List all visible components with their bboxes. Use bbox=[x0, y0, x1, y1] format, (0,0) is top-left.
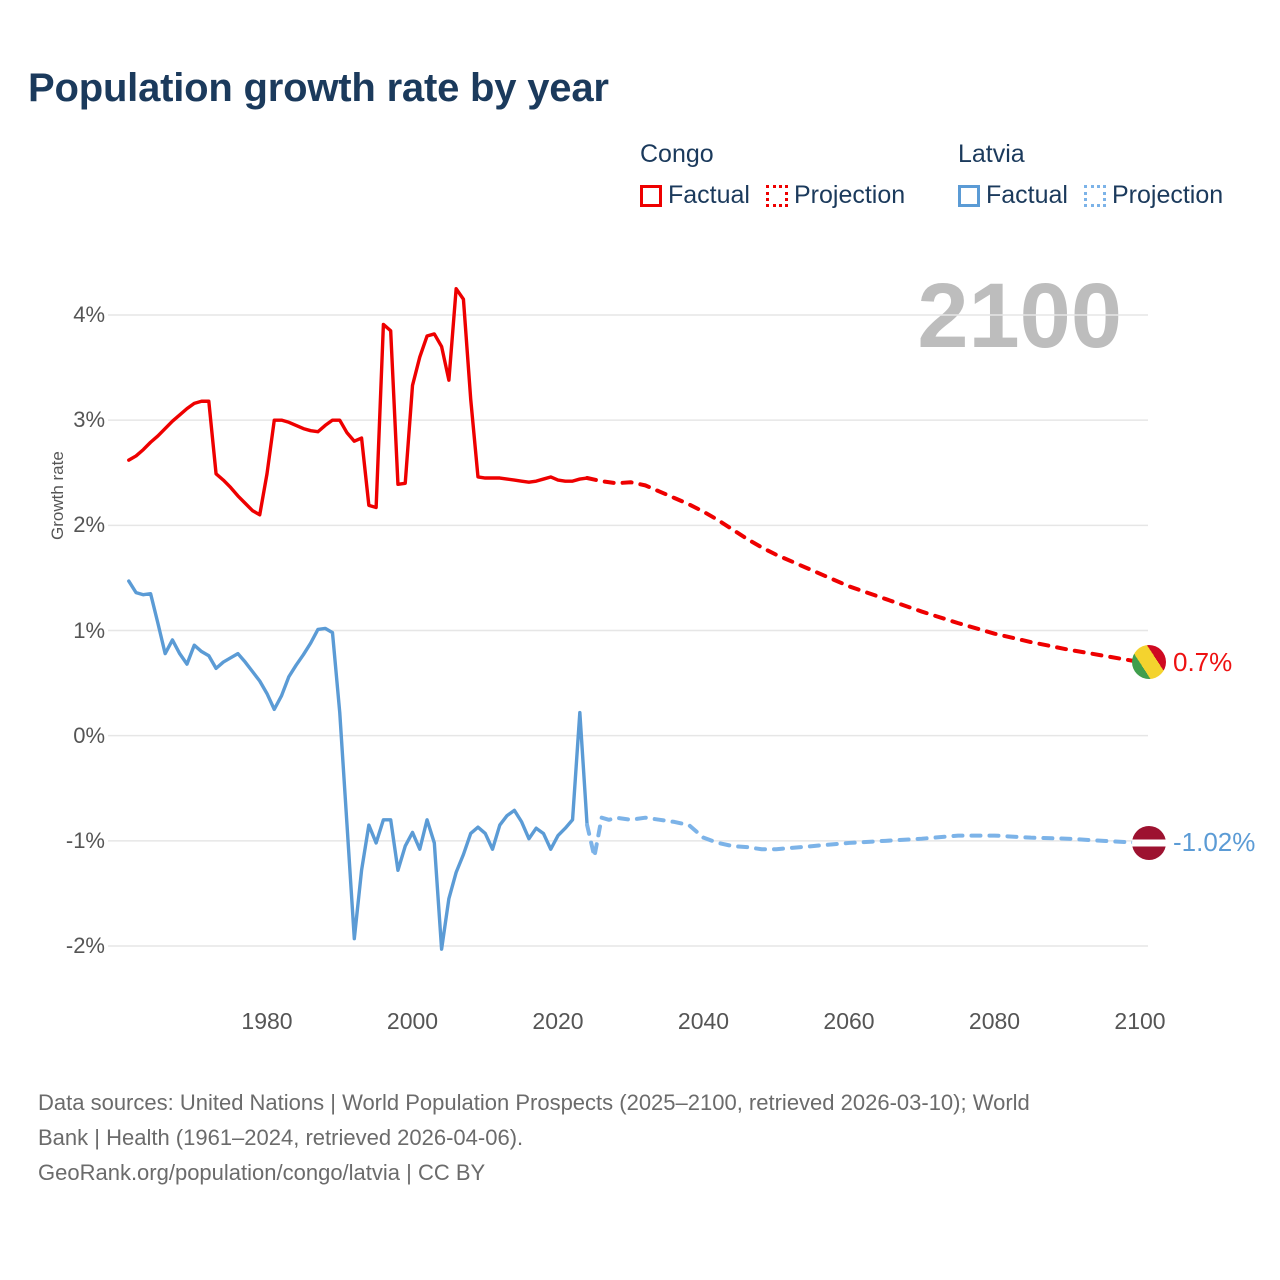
endpoint-value-congo: 0.7% bbox=[1173, 646, 1233, 677]
chart-legend: Congo Factual Projection Latvia Factual bbox=[640, 142, 1250, 222]
series-line bbox=[585, 476, 1142, 665]
x-axis-tick-label: 2060 bbox=[823, 1008, 875, 1034]
series-line bbox=[585, 815, 1142, 859]
dotted-line-swatch-icon bbox=[1083, 184, 1106, 207]
footer-sources: Data sources: United Nations | World Pop… bbox=[38, 1086, 1233, 1189]
year-watermark: 2100 bbox=[917, 265, 1122, 367]
series-line bbox=[127, 579, 589, 951]
dotted-line-swatch-icon bbox=[765, 184, 788, 207]
y-axis-tick-label: -1% bbox=[65, 827, 105, 853]
legend-item-congo-factual[interactable]: Factual bbox=[640, 181, 750, 210]
x-axis-tick-label: 2040 bbox=[677, 1008, 730, 1034]
legend-group-latvia: Latvia Factual Projection bbox=[958, 142, 1223, 210]
y-axis-tick-label: 0% bbox=[73, 722, 105, 748]
y-axis-ticks: 4% 3% 2% 1% 0% -1% -2% bbox=[0, 0, 105, 1280]
y-axis-tick-label: 4% bbox=[73, 302, 105, 327]
latvia-flag-icon bbox=[1132, 825, 1166, 860]
x-axis-tick-label: 1980 bbox=[241, 1008, 293, 1034]
legend-country-latvia: Latvia bbox=[958, 140, 1025, 168]
legend-label-congo-factual: Factual bbox=[668, 181, 750, 209]
series-line bbox=[127, 287, 589, 517]
legend-label-latvia-projection: Projection bbox=[1111, 181, 1224, 209]
legend-item-latvia-projection[interactable]: Projection bbox=[1083, 181, 1224, 210]
congo-flag-icon bbox=[1132, 645, 1166, 680]
legend-label-latvia-factual: Factual bbox=[986, 181, 1068, 209]
page-title: Population growth rate by year bbox=[28, 66, 609, 110]
endpoint-value-latvia: -1.02% bbox=[1173, 827, 1256, 858]
legend-item-congo-projection[interactable]: Projection bbox=[765, 181, 906, 210]
y-axis-tick-label: -2% bbox=[65, 933, 105, 958]
footer-line-3[interactable]: GeoRank.org/population/congo/latvia | CC… bbox=[38, 1160, 486, 1185]
y-axis-tick-label: 3% bbox=[73, 407, 105, 433]
y-axis-tick-label: 1% bbox=[73, 617, 105, 643]
legend-country-congo: Congo bbox=[640, 140, 714, 168]
legend-item-latvia-factual[interactable]: Factual bbox=[958, 181, 1068, 210]
x-axis-tick-label: 2000 bbox=[386, 1008, 439, 1034]
x-axis-tick-label: 2100 bbox=[1114, 1008, 1166, 1034]
solid-line-swatch-icon bbox=[958, 184, 980, 207]
endpoint-latvia: -1.02% bbox=[1132, 825, 1256, 860]
x-axis-tick-label: 2080 bbox=[968, 1008, 1021, 1034]
x-axis-tick-label: 2020 bbox=[532, 1008, 584, 1034]
y-axis-tick-label: 2% bbox=[73, 512, 105, 538]
footer-line-2: Bank | Health (1961–2024, retrieved 2026… bbox=[38, 1125, 524, 1150]
legend-label-congo-projection: Projection bbox=[793, 181, 906, 209]
footer-line-1: Data sources: United Nations | World Pop… bbox=[38, 1090, 1030, 1115]
solid-line-swatch-icon bbox=[640, 184, 662, 207]
endpoint-congo: 0.7% bbox=[1132, 645, 1233, 680]
legend-group-congo: Congo Factual Projection bbox=[640, 142, 905, 210]
